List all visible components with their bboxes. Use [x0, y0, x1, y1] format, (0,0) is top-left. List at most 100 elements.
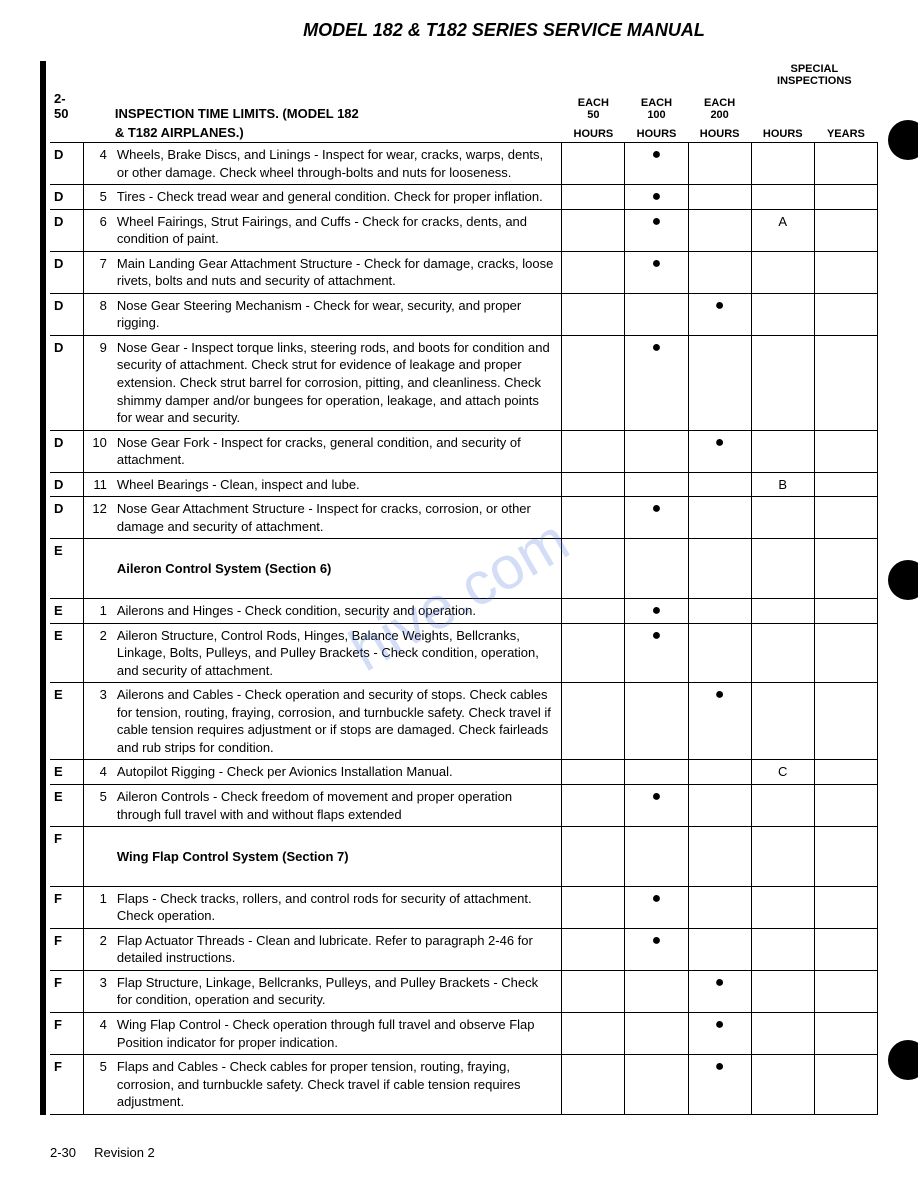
row-check-sy — [814, 293, 877, 335]
row-check-c200: ● — [688, 1055, 751, 1115]
row-description: Nose Gear Steering Mechanism - Check for… — [111, 293, 562, 335]
page-title: MODEL 182 & T182 SERIES SERVICE MANUAL — [130, 20, 878, 41]
row-check-sh — [751, 1055, 814, 1115]
row-check-sh — [751, 683, 814, 760]
table-row: E2Aileron Structure, Control Rods, Hinge… — [50, 623, 878, 683]
row-code: E — [50, 599, 84, 624]
row-code: E — [50, 623, 84, 683]
row-check-sh — [751, 539, 814, 599]
row-check-c50 — [562, 784, 625, 826]
row-number: 10 — [84, 430, 111, 472]
row-check-sh — [751, 1012, 814, 1054]
row-check-c200 — [688, 827, 751, 887]
table-row: F1Flaps - Check tracks, rollers, and con… — [50, 886, 878, 928]
row-code: D — [50, 430, 84, 472]
row-description: Flap Structure, Linkage, Bellcranks, Pul… — [111, 970, 562, 1012]
row-check-c200 — [688, 143, 751, 185]
row-check-c100 — [625, 827, 688, 887]
row-check-c200 — [688, 185, 751, 210]
row-check-c100: ● — [625, 143, 688, 185]
special-label: SPECIAL — [791, 63, 839, 75]
row-check-c50 — [562, 430, 625, 472]
table-row: F2Flap Actuator Threads - Clean and lubr… — [50, 928, 878, 970]
row-number: 12 — [84, 497, 111, 539]
col-200-top: EACH — [704, 97, 735, 109]
row-description: Nose Gear Attachment Structure - Inspect… — [111, 497, 562, 539]
table-row: D4Wheels, Brake Discs, and Linings - Ins… — [50, 143, 878, 185]
row-description: Flaps and Cables - Check cables for prop… — [111, 1055, 562, 1115]
row-check-sy — [814, 209, 877, 251]
col-50-bot: HOURS — [574, 128, 614, 140]
row-check-c50 — [562, 599, 625, 624]
row-check-sy — [814, 827, 877, 887]
row-check-sh — [751, 335, 814, 430]
row-code: E — [50, 784, 84, 826]
row-check-c200: ● — [688, 430, 751, 472]
table-row: E5Aileron Controls - Check freedom of mo… — [50, 784, 878, 826]
content-area: SPECIAL INSPECTIONS 2-50 INSPECTION TIME… — [40, 61, 878, 1115]
row-check-c100: ● — [625, 335, 688, 430]
row-check-c100 — [625, 760, 688, 785]
punch-hole — [888, 1040, 918, 1080]
row-check-sy — [814, 472, 877, 497]
footer-page-number: 2-30 — [50, 1145, 76, 1160]
row-description: Ailerons and Hinges - Check condition, s… — [111, 599, 562, 624]
row-check-sh: C — [751, 760, 814, 785]
row-check-c200 — [688, 784, 751, 826]
row-check-sh — [751, 928, 814, 970]
row-number: 2 — [84, 928, 111, 970]
inspection-table: SPECIAL INSPECTIONS 2-50 INSPECTION TIME… — [50, 61, 878, 1115]
row-number: 4 — [84, 760, 111, 785]
row-description: Wheels, Brake Discs, and Linings - Inspe… — [111, 143, 562, 185]
row-check-sh — [751, 886, 814, 928]
row-check-c200: ● — [688, 970, 751, 1012]
row-check-c200 — [688, 472, 751, 497]
table-row: D8Nose Gear Steering Mechanism - Check f… — [50, 293, 878, 335]
row-code: D — [50, 335, 84, 430]
row-check-c100 — [625, 430, 688, 472]
row-code: D — [50, 209, 84, 251]
row-check-c200 — [688, 886, 751, 928]
row-check-c100: ● — [625, 497, 688, 539]
col-200-mid: 200 — [710, 109, 728, 121]
row-check-c100: ● — [625, 251, 688, 293]
row-check-c50 — [562, 209, 625, 251]
row-number: 8 — [84, 293, 111, 335]
row-number: 7 — [84, 251, 111, 293]
row-check-c100 — [625, 1055, 688, 1115]
row-check-sy — [814, 335, 877, 430]
col-200-bot: HOURS — [700, 128, 740, 140]
footer-revision: Revision 2 — [94, 1145, 155, 1160]
row-check-sh — [751, 784, 814, 826]
row-check-c200 — [688, 599, 751, 624]
row-number — [84, 827, 111, 887]
row-check-sh — [751, 143, 814, 185]
table-row: E4Autopilot Rigging - Check per Avionics… — [50, 760, 878, 785]
row-number: 1 — [84, 886, 111, 928]
row-number: 2 — [84, 623, 111, 683]
row-check-c200 — [688, 623, 751, 683]
table-row: E1Ailerons and Hinges - Check condition,… — [50, 599, 878, 624]
row-check-c200 — [688, 539, 751, 599]
col-50-top: EACH — [578, 97, 609, 109]
col-sh: HOURS — [763, 128, 803, 140]
row-check-sh — [751, 185, 814, 210]
row-description: Wheel Fairings, Strut Fairings, and Cuff… — [111, 209, 562, 251]
row-description: Aileron Control System (Section 6) — [111, 539, 562, 599]
row-code: D — [50, 293, 84, 335]
row-check-sh — [751, 827, 814, 887]
row-code: E — [50, 539, 84, 599]
row-description: Wing Flap Control - Check operation thro… — [111, 1012, 562, 1054]
row-number: 6 — [84, 209, 111, 251]
row-check-c200 — [688, 251, 751, 293]
row-number: 1 — [84, 599, 111, 624]
row-number: 4 — [84, 1012, 111, 1054]
col-100-bot: HOURS — [637, 128, 677, 140]
table-row: F5Flaps and Cables - Check cables for pr… — [50, 1055, 878, 1115]
row-check-sy — [814, 430, 877, 472]
row-check-c50 — [562, 683, 625, 760]
table-row: D11Wheel Bearings - Clean, inspect and l… — [50, 472, 878, 497]
row-check-sy — [814, 970, 877, 1012]
row-check-c200: ● — [688, 1012, 751, 1054]
row-check-sy — [814, 251, 877, 293]
